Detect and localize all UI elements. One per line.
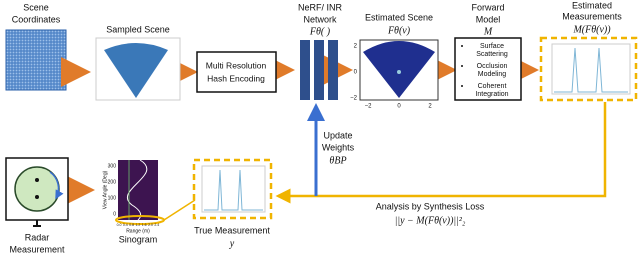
symbol: ||y − M(Fθ(v))||²₂: [395, 215, 466, 226]
tick-label: 200: [108, 179, 117, 185]
bullet-text: Occlusion: [477, 63, 508, 70]
hash-encoding-box: [196, 51, 277, 93]
tick-label: 0.0: [117, 223, 122, 227]
true-measurement-plot: [201, 165, 266, 213]
sampled-fan: [104, 43, 168, 98]
tick-label: 300: [108, 163, 117, 169]
coordinate-grid: [5, 29, 67, 91]
label: Hash Encoding: [207, 73, 265, 83]
bullet-text: Integration: [475, 91, 508, 98]
label: Estimated Scene: [365, 12, 433, 22]
radar-target: [35, 195, 39, 199]
tick-label: 2: [428, 104, 432, 110]
tick-label: 100: [108, 195, 117, 201]
label: Scene: [23, 2, 49, 12]
network-layer: [300, 40, 310, 100]
loss-path: [275, 102, 607, 204]
symbol: y: [229, 238, 235, 249]
bullet: [461, 45, 463, 47]
tick-label: 0: [397, 104, 401, 110]
estimated-scene-fan: [363, 41, 435, 98]
tick-label: 2.4: [154, 223, 159, 227]
tick-label: 0: [354, 70, 358, 76]
label: Network: [303, 14, 337, 24]
bullet-text: Coherent: [478, 83, 507, 90]
label: Radar: [25, 232, 50, 242]
label: Analysis by Synthesis Loss: [376, 201, 485, 211]
tick-label: 0: [113, 211, 116, 217]
tick-label: −2: [350, 96, 358, 102]
bullet-text: Scattering: [476, 51, 508, 58]
radar-target: [35, 178, 39, 182]
estimated-measurement-curve: [554, 47, 628, 93]
bullet: [461, 65, 463, 67]
selection-link: [163, 199, 196, 221]
label: Sinogram: [119, 234, 158, 244]
label: Update: [323, 130, 352, 140]
bullets: [461, 45, 463, 87]
label: Measurement: [9, 244, 65, 254]
flow-arrows: [61, 55, 539, 205]
symbol: Fθ( ): [309, 26, 331, 37]
tick-label: 1.6: [142, 223, 147, 227]
symbol: M: [483, 26, 493, 37]
label: Forward: [471, 2, 504, 12]
symbol: θBP: [329, 155, 346, 166]
label: Sampled Scene: [106, 24, 170, 34]
label: True Measurement: [194, 225, 270, 235]
label: NeRF/ INR: [298, 2, 343, 12]
axis-label: View Angle (Deg): [102, 170, 108, 209]
sinogram-plot: [118, 160, 158, 220]
true-measurement-curve: [204, 169, 263, 211]
label: Coordinates: [12, 14, 61, 24]
rotation-arrow: [49, 171, 64, 200]
tick-label: −2: [365, 104, 373, 110]
estimated-scene-target: [397, 70, 401, 74]
axis-label: Range (m): [126, 228, 150, 234]
estimated-measurement-plot: [551, 43, 631, 95]
label: Estimated: [572, 0, 612, 10]
bullet-text: Modeling: [478, 71, 507, 78]
tick-label: 2.0: [148, 223, 153, 227]
label: Model: [476, 14, 501, 24]
tick-label: 0.4: [123, 223, 128, 227]
forward-model-box: [454, 37, 522, 101]
label: Measurements: [562, 11, 622, 21]
label: Multi Resolution: [206, 60, 267, 70]
network-layer: [314, 40, 324, 100]
estimated-measurement-frame: [539, 36, 638, 102]
true-measurement-frame: [192, 158, 273, 220]
network-layer: [328, 40, 338, 100]
symbol: M(Fθ(v)): [572, 24, 611, 35]
symbol: Fθ(v): [387, 25, 411, 36]
bullet: [461, 85, 463, 87]
bullet-text: Surface: [480, 43, 504, 50]
radar-sensor: [33, 220, 41, 227]
tick-label: 2: [354, 44, 358, 50]
label: Weights: [322, 142, 355, 152]
tick-label: 1.2: [135, 223, 140, 227]
tick-label: 0.8: [129, 223, 134, 227]
